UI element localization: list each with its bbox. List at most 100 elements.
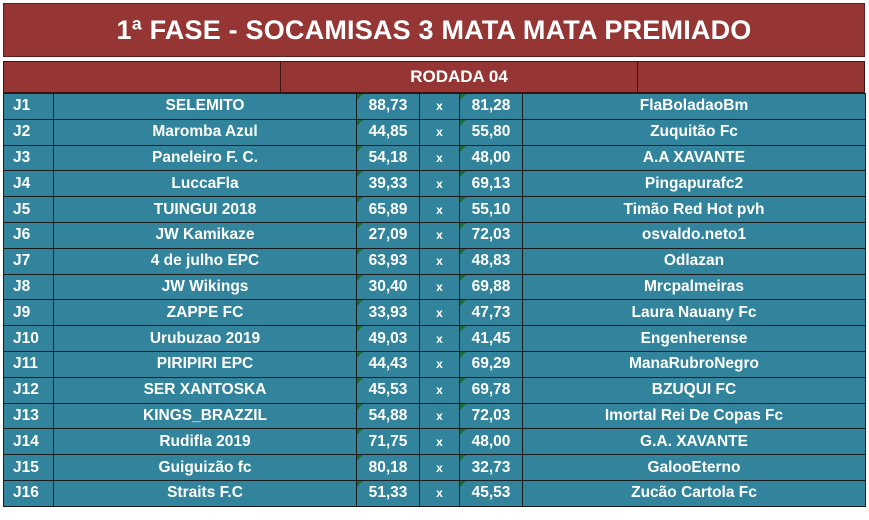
home-score-cell: 88,73	[356, 93, 420, 120]
away-team-cell: Mrcpalmeiras	[522, 273, 866, 301]
versus-cell: x	[419, 247, 460, 275]
home-score-cell: 45,53	[356, 376, 420, 404]
match-id-cell: J16	[3, 479, 54, 507]
away-score-cell: 55,10	[459, 196, 523, 223]
match-row: J10 Urubuzao 2019 49,03 x 41,45 Engenherense	[3, 325, 866, 352]
match-id-cell: J12	[3, 376, 54, 404]
match-id-cell: J8	[3, 273, 54, 301]
match-row: J3 Paneleiro F. C. 54,18 x 48,00 A.A XAVANTE	[3, 144, 866, 172]
away-score-cell: 48,83	[459, 247, 523, 275]
match-id-cell: J9	[3, 299, 54, 327]
home-team-cell: JW Kamikaze	[53, 221, 357, 249]
versus-cell: x	[419, 118, 460, 146]
home-team-cell: PIRIPIRI EPC	[53, 350, 357, 378]
match-id-cell: J1	[3, 93, 54, 120]
home-team-cell: Maromba Azul	[53, 118, 357, 146]
away-team-cell: Laura Nauany Fc	[522, 299, 866, 327]
away-team-cell: G.A. XAVANTE	[522, 428, 866, 456]
match-row: J5 TUINGUI 2018 65,89 x 55,10 Timão Red Hot p…	[3, 196, 866, 223]
away-team-cell: Odlazan	[522, 247, 866, 275]
versus-cell: x	[419, 170, 460, 198]
away-score-cell: 48,00	[459, 428, 523, 456]
match-id-cell: J3	[3, 144, 54, 172]
home-score-cell: 30,40	[356, 273, 420, 301]
versus-cell: x	[419, 402, 460, 430]
away-score-cell: 48,00	[459, 144, 523, 172]
match-id-cell: J11	[3, 350, 54, 378]
match-id-cell: J14	[3, 428, 54, 456]
away-team-cell: A.A XAVANTE	[522, 144, 866, 172]
away-team-cell: ManaRubroNegro	[522, 350, 866, 378]
match-row: J1 SELEMITO 88,73 x 81,28 FlaBoladaoBm	[3, 93, 866, 120]
versus-cell: x	[419, 454, 460, 481]
versus-cell: x	[419, 221, 460, 249]
home-score-cell: 27,09	[356, 221, 420, 249]
versus-cell: x	[419, 299, 460, 327]
home-score-cell: 44,43	[356, 350, 420, 378]
away-team-cell: Timão Red Hot pvh	[522, 196, 866, 223]
home-score-cell: 63,93	[356, 247, 420, 275]
match-row: J12 SER XANTOSKA 45,53 x 69,78 BZUQUI FC	[3, 376, 866, 404]
match-id-cell: J10	[3, 325, 54, 352]
home-team-cell: Paneleiro F. C.	[53, 144, 357, 172]
home-score-cell: 54,18	[356, 144, 420, 172]
away-score-cell: 69,29	[459, 350, 523, 378]
away-score-cell: 47,73	[459, 299, 523, 327]
away-score-cell: 55,80	[459, 118, 523, 146]
away-team-cell: GalooEterno	[522, 454, 866, 481]
versus-cell: x	[419, 196, 460, 223]
home-score-cell: 54,88	[356, 402, 420, 430]
versus-cell: x	[419, 479, 460, 507]
matches-table-body: J1 SELEMITO 88,73 x 81,28 FlaBoladaoBm J2 Marom…	[3, 93, 866, 507]
match-row: J14 Rudifla 2019 71,75 x 48,00 G.A. XAVANTE	[3, 428, 866, 456]
match-row: J13 KINGS_BRAZZIL 54,88 x 72,03 Imortal Rei D…	[3, 402, 866, 430]
phase-title: 1ª FASE - SOCAMISAS 3 MATA MATA PREMIADO	[3, 3, 865, 57]
versus-cell: x	[419, 350, 460, 378]
versus-cell: x	[419, 428, 460, 456]
match-row: J11 PIRIPIRI EPC 44,43 x 69,29 ManaRubroNegro	[3, 350, 866, 378]
away-team-cell: Zucão Cartola Fc	[522, 479, 866, 507]
home-team-cell: 4 de julho EPC	[53, 247, 357, 275]
away-score-cell: 81,28	[459, 93, 523, 120]
home-team-cell: JW Wikings	[53, 273, 357, 301]
round-header-right-cell	[638, 61, 865, 93]
home-team-cell: Urubuzao 2019	[53, 325, 357, 352]
match-row: J2 Maromba Azul 44,85 x 55,80 Zuquitão Fc	[3, 118, 866, 146]
matches-table: J1 SELEMITO 88,73 x 81,28 FlaBoladaoBm J2 Marom…	[3, 93, 866, 507]
round-header-left-cell	[3, 61, 281, 93]
away-score-cell: 45,53	[459, 479, 523, 507]
match-id-cell: J6	[3, 221, 54, 249]
away-score-cell: 72,03	[459, 402, 523, 430]
away-team-cell: BZUQUI FC	[522, 376, 866, 404]
match-id-cell: J15	[3, 454, 54, 481]
match-row: J7 4 de julho EPC 63,93 x 48,83 Odlazan	[3, 247, 866, 275]
match-id-cell: J7	[3, 247, 54, 275]
away-team-cell: Pingapurafc2	[522, 170, 866, 198]
away-score-cell: 32,73	[459, 454, 523, 481]
versus-cell: x	[419, 273, 460, 301]
away-score-cell: 69,13	[459, 170, 523, 198]
match-row: J16 Straits F.C 51,33 x 45,53 Zucão Cartola F…	[3, 479, 866, 507]
home-score-cell: 33,93	[356, 299, 420, 327]
home-score-cell: 65,89	[356, 196, 420, 223]
away-team-cell: Imortal Rei De Copas Fc	[522, 402, 866, 430]
home-team-cell: Guiguizão fc	[53, 454, 357, 481]
away-team-cell: FlaBoladaoBm	[522, 93, 866, 120]
away-team-cell: Zuquitão Fc	[522, 118, 866, 146]
home-score-cell: 51,33	[356, 479, 420, 507]
match-row: J9 ZAPPE FC 33,93 x 47,73 Laura Nauany Fc	[3, 299, 866, 327]
versus-cell: x	[419, 93, 460, 120]
match-row: J4 LuccaFla 39,33 x 69,13 Pingapurafc2	[3, 170, 866, 198]
match-row: J6 JW Kamikaze 27,09 x 72,03 osvaldo.neto1	[3, 221, 866, 249]
match-row: J15 Guiguizão fc 80,18 x 32,73 GalooEterno	[3, 454, 866, 481]
match-id-cell: J13	[3, 402, 54, 430]
home-score-cell: 71,75	[356, 428, 420, 456]
match-row: J8 JW Wikings 30,40 x 69,88 Mrcpalmeiras	[3, 273, 866, 301]
home-team-cell: ZAPPE FC	[53, 299, 357, 327]
versus-cell: x	[419, 325, 460, 352]
home-team-cell: KINGS_BRAZZIL	[53, 402, 357, 430]
home-team-cell: SER XANTOSKA	[53, 376, 357, 404]
home-score-cell: 44,85	[356, 118, 420, 146]
home-score-cell: 39,33	[356, 170, 420, 198]
away-score-cell: 69,78	[459, 376, 523, 404]
